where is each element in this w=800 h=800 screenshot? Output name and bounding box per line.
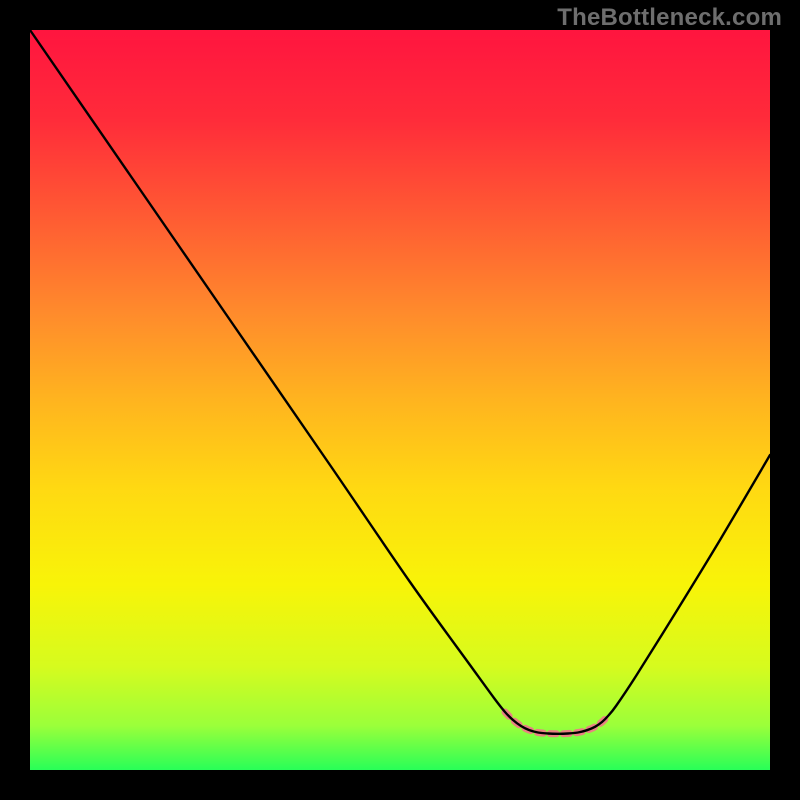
bottleneck-chart (0, 0, 800, 800)
watermark-label: TheBottleneck.com (557, 4, 782, 32)
gradient-backdrop (30, 30, 770, 770)
